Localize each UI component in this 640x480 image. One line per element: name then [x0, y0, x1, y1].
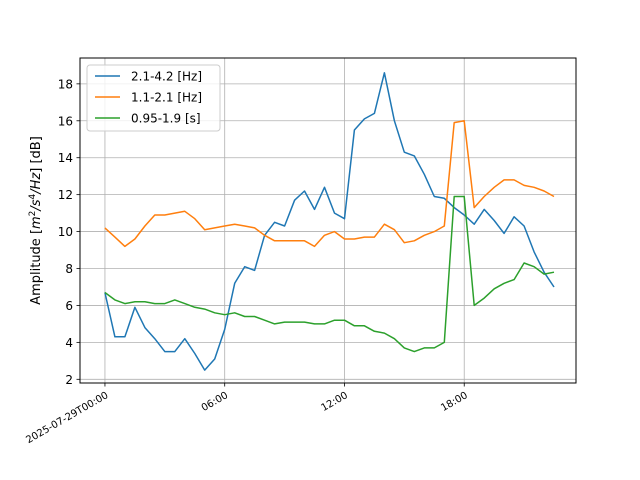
y-tick-label: 16	[58, 114, 73, 128]
legend-box	[86, 64, 221, 132]
y-tick-label: 8	[65, 262, 73, 276]
y-tick-label: 2	[65, 373, 73, 387]
x-tick-label: 2025-07-29T00:00	[24, 390, 110, 446]
series-lines	[104, 72, 555, 371]
legend: 2.1-4.2 [Hz] 1.1-2.1 [Hz] 0.95-1.9 [s]	[86, 64, 221, 132]
x-axis-ticks: 2025-07-29T00:00 06:00 12:00 18:00	[24, 383, 470, 446]
series-line	[104, 120, 555, 248]
y-tick-label: 4	[65, 336, 73, 350]
y-tick-label: 12	[58, 188, 73, 202]
y-tick-label: 10	[58, 225, 73, 239]
x-tick-label: 06:00	[200, 390, 230, 414]
legend-label: 2.1-4.2 [Hz]	[131, 70, 202, 84]
y-tick-label: 14	[58, 151, 73, 165]
legend-label: 0.95-1.9 [s]	[131, 112, 201, 126]
y-axis-label: Amplitude [m2/s4/Hz] [dB]	[28, 136, 44, 305]
legend-label: 1.1-2.1 [Hz]	[131, 91, 202, 105]
series-line	[104, 72, 555, 371]
series-line	[104, 195, 555, 353]
plot-frame	[79, 57, 577, 384]
y-tick-label: 6	[65, 299, 73, 313]
y-tick-label: 18	[58, 77, 73, 91]
x-tick-label: 12:00	[320, 390, 350, 414]
y-axis-ticks: 2 4 6 8 10 12 14 16 18	[58, 77, 80, 387]
x-tick-label: 18:00	[439, 390, 469, 414]
